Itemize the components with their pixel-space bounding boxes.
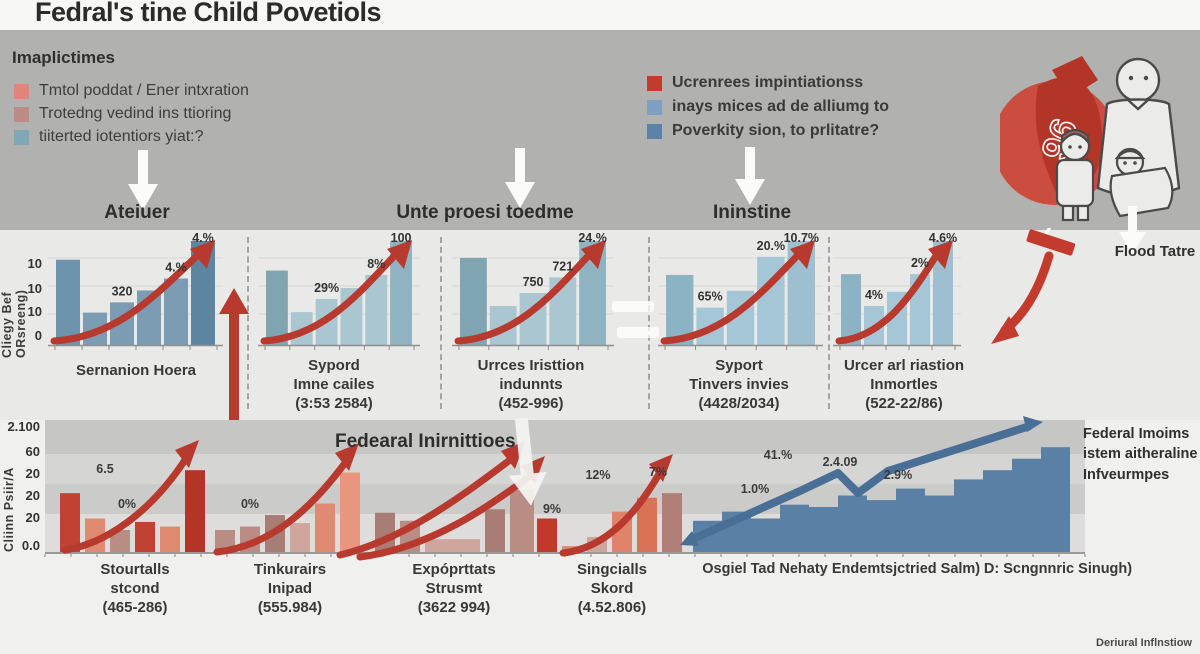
chart-annotation: 41.% xyxy=(764,448,793,462)
chart-annotation: 320 xyxy=(112,284,133,298)
chart-annotation: 2.9% xyxy=(884,468,913,482)
chart-caption: Urcer arl riastion Inmortles (522-22/86) xyxy=(843,357,965,413)
chart-annotation: 100 xyxy=(391,231,412,245)
section-header: Ateiuer xyxy=(104,202,170,223)
chart-annotation: 9% xyxy=(543,502,561,516)
chart-caption: Sypord Imne cailes (3:53 2584) xyxy=(293,357,375,413)
mini-bar-chart: 65% 20.%10.7% xyxy=(658,231,823,350)
legend-swatch xyxy=(14,106,29,122)
legend-item-label: tiiterted iotentiors yiat:? xyxy=(39,128,204,145)
legend-swatch xyxy=(14,83,29,99)
legend-swatch xyxy=(647,75,662,91)
legend-item-label: Ucrenrees impintiationss xyxy=(672,74,864,91)
chart-annotation: 721 xyxy=(552,259,573,273)
legend-item: Trotedng vedind ins ttioring xyxy=(14,105,231,123)
section-header: Unte proesi toedme xyxy=(396,202,574,223)
chart-annotation: 4% xyxy=(865,288,883,302)
mini-bar-chart: 320 4.% 4.% xyxy=(48,231,223,350)
legend-item-label: Trotedng vedind ins ttioring xyxy=(39,105,232,122)
chart-annotation: 2% xyxy=(911,256,929,270)
chart-annotation: 2.4.09 xyxy=(823,455,858,469)
chart-annotation: 4.% xyxy=(192,231,214,245)
chart-annotation: 24.% xyxy=(578,231,607,245)
chart-caption: Syport Tinvers invies (4428/2034) xyxy=(689,357,789,413)
white-down-arrow xyxy=(1119,206,1146,254)
chart-annotation: 10.7% xyxy=(784,231,819,245)
legend-swatch xyxy=(647,123,662,139)
y-tick: 0 xyxy=(34,328,42,343)
legend-swatch xyxy=(647,99,662,115)
right-note-line: istem aitheraline xyxy=(1083,446,1198,463)
red-curved-arrow-down xyxy=(991,228,1076,344)
legend-item: Poverkity sion, to prlitatre? xyxy=(647,122,879,140)
legend-item: inays mices ad de alliumg to xyxy=(647,98,889,116)
chart-annotation: 0% xyxy=(241,497,259,511)
page-title: Fedral's tine Child Povetiols xyxy=(35,0,382,27)
group-caption: Stourtalls stcond (465-286) xyxy=(100,561,170,617)
dashed-separator xyxy=(247,237,249,409)
chart-annotation: 6.5 xyxy=(96,462,113,476)
dashed-separator xyxy=(440,237,442,409)
legend-item: tiiterted iotentiors yiat:? xyxy=(14,128,204,146)
legend-item: Tmtol poddat / Ener intxration xyxy=(14,82,249,100)
footer-note: Deriural Inflnstiow xyxy=(1096,637,1192,649)
legend-item-label: inays mices ad de alliumg to xyxy=(672,98,889,115)
chart-annotation: 750 xyxy=(523,275,544,289)
blue-caption: Osgiel Tad Nehaty xyxy=(702,561,828,577)
right-note-line: Federal Imoims xyxy=(1083,426,1190,442)
blue-caption: Endemtsjctried Salm) xyxy=(831,561,981,577)
chart-annotation: 29% xyxy=(314,281,339,295)
white-down-arrow xyxy=(505,148,535,208)
y-tick: 20 xyxy=(25,488,40,503)
chart-annotation: 65% xyxy=(698,290,723,304)
group-caption: Tinkurairs Inipad (555.984) xyxy=(253,561,327,617)
chart-annotation: 0% xyxy=(118,497,136,511)
section-header: Ininstine xyxy=(712,202,792,223)
chart-annotation: 20.% xyxy=(757,239,786,253)
mini-bar-chart: 750 721 24.% xyxy=(452,231,614,350)
white-down-arrow xyxy=(128,150,158,210)
child-figure xyxy=(1055,128,1095,222)
right-note: Federal Imoims istem aitheraline Infveur… xyxy=(1083,424,1200,485)
equals-mark xyxy=(612,301,654,312)
legend-swatch xyxy=(14,129,29,145)
dashed-separator xyxy=(648,237,650,409)
legend-item-label: Poverkity sion, to prlitatre? xyxy=(672,122,880,139)
right-note-line: Infveurmpes xyxy=(1083,466,1170,483)
y-tick: 60 xyxy=(25,444,40,459)
bottom-chart: 6.5 0% 0% 9% 12% 7% 1.0% 41.% 2.4.09 2.9% xyxy=(44,416,1086,561)
flood-label: Flood Tatre xyxy=(1114,243,1196,260)
title-band xyxy=(0,0,1200,30)
legend-item: Ucrenrees impintiationss xyxy=(647,74,863,92)
chart-annotation: 7% xyxy=(649,465,667,479)
y-tick: 10 xyxy=(27,256,42,271)
chart-annotation: 4.% xyxy=(165,261,187,275)
family-illustration: 96 xyxy=(1000,56,1181,222)
equals-mark xyxy=(617,327,659,338)
y-tick: 0.0 xyxy=(21,538,40,553)
chart-caption: Urrces Iristtion indunnts (452-996) xyxy=(477,357,585,413)
band-title: Fedearal Inirnittioes xyxy=(335,431,516,452)
white-down-arrow xyxy=(735,147,765,205)
child-figure xyxy=(1109,147,1174,218)
y-tick: 20 xyxy=(25,510,40,525)
legend-left-heading: Imaplictimes xyxy=(12,48,115,67)
y-tick: 10 xyxy=(27,281,42,296)
chart-annotation: 4.6% xyxy=(929,231,958,245)
group-caption: Singcialls Skord (4.52.806) xyxy=(576,561,648,617)
blue-caption: D: Scngnnric Sinugh) xyxy=(983,561,1133,577)
mini-bar-chart: 29% 8% 100 xyxy=(258,231,420,350)
y-tick: 2.100 xyxy=(7,419,40,434)
group-caption: Expóprttats Strusmt (3622 994) xyxy=(412,561,496,617)
mini-bar-chart: 4% 2%4.6% xyxy=(833,231,961,350)
chart-annotation: 12% xyxy=(585,468,610,482)
y-tick: 10 xyxy=(27,304,42,319)
y-tick: 20 xyxy=(25,466,40,481)
legend-item-label: Tmtol poddat / Ener intxration xyxy=(39,82,249,99)
chart-caption: Sernanion Hoera xyxy=(75,362,197,379)
dashed-separator xyxy=(828,237,830,409)
chart-annotation: 8% xyxy=(367,257,385,271)
chart-annotation: 1.0% xyxy=(741,482,770,496)
